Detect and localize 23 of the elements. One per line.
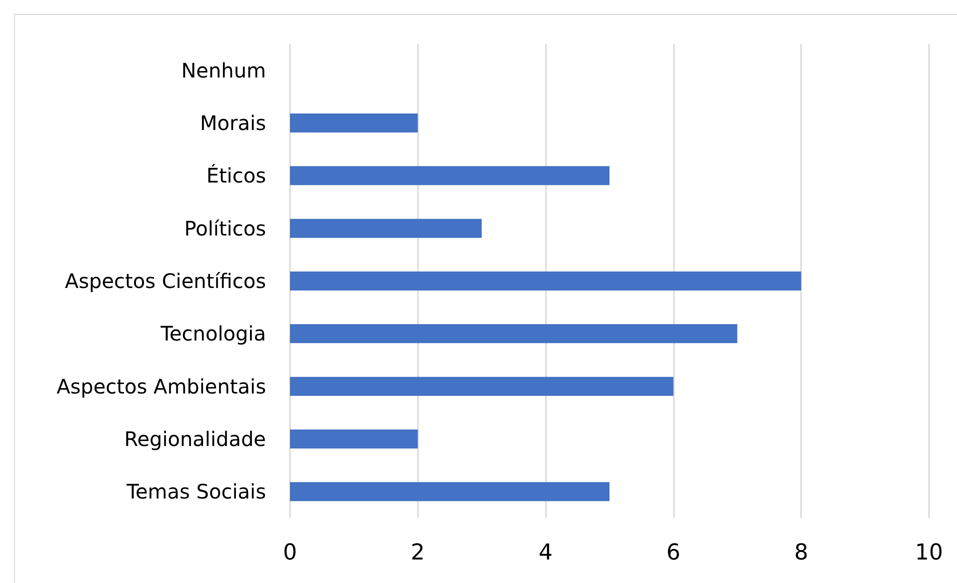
y-tick-label: Morais xyxy=(200,111,266,135)
y-tick-label: Regionalidade xyxy=(124,427,266,451)
y-tick-label: Temas Sociais xyxy=(126,480,266,504)
y-tick-label: Nenhum xyxy=(181,58,266,82)
bar xyxy=(290,114,418,132)
bar xyxy=(290,324,738,344)
x-tick-label: 8 xyxy=(794,540,808,566)
x-tick-label: 2 xyxy=(410,540,425,566)
bar xyxy=(290,430,418,448)
y-tick-label: Aspectos Ambientais xyxy=(56,374,266,398)
x-tick-label: 6 xyxy=(666,540,680,566)
x-tick-label: 10 xyxy=(915,540,943,566)
y-tick-label: Aspectos Científicos xyxy=(64,269,266,293)
bar xyxy=(290,376,674,396)
bar xyxy=(290,482,610,502)
y-tick-label: Políticos xyxy=(184,216,266,240)
y-tick-label: Tecnologia xyxy=(160,322,266,346)
x-tick-label: 0 xyxy=(283,540,297,566)
bar xyxy=(290,272,802,290)
bar xyxy=(290,218,482,238)
bar xyxy=(290,166,610,186)
x-tick-label: 4 xyxy=(538,540,553,566)
y-tick-label: Éticos xyxy=(206,164,266,188)
